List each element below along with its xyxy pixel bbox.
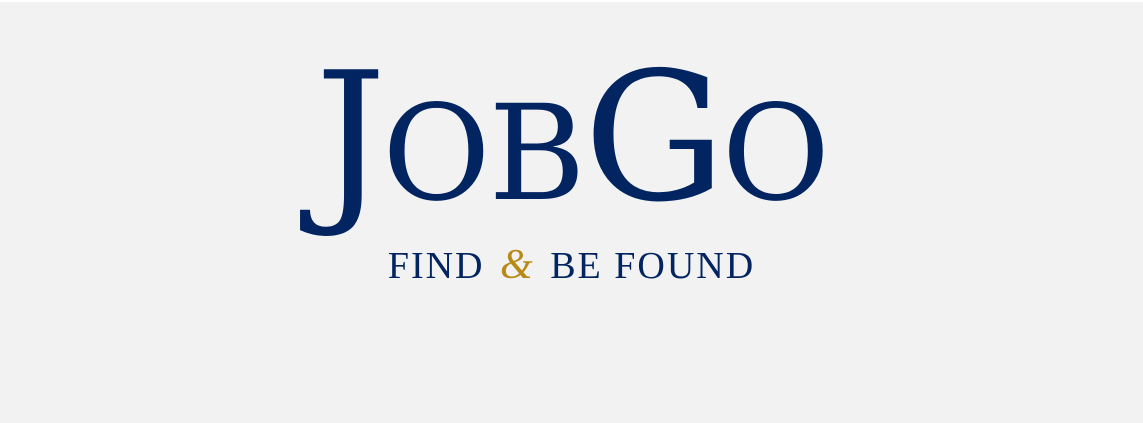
wordmark-g: G [583,34,726,241]
wordmark-o: O [721,77,830,231]
wordmark-j: J [315,34,386,241]
tagline-ampersand: & [500,242,535,288]
tagline-find: FIND [387,245,485,287]
logo-tagline: FIND & BE FOUND [0,244,1143,286]
tagline-be-found: BE FOUND [550,245,756,287]
logo-wordmark: JOBGO [0,49,1143,227]
wordmark-ob: OB [382,77,585,231]
